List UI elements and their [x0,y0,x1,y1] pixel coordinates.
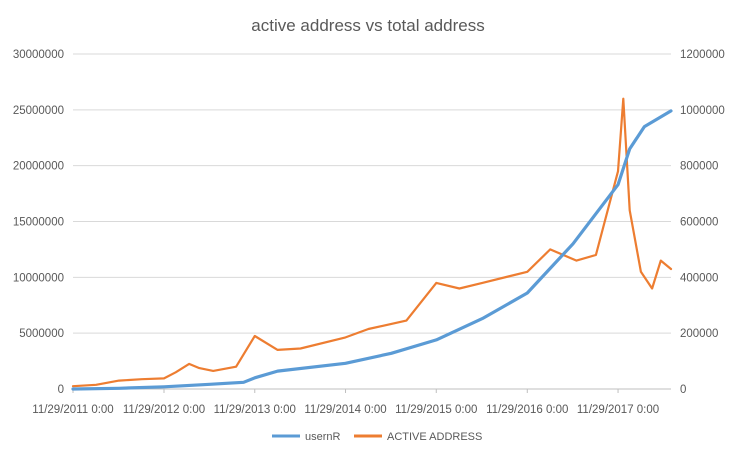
x-tick-label: 11/29/2012 0:00 [123,404,205,416]
y-right-tick-label: 600000 [680,217,718,229]
y-right-tick-label: 400000 [680,272,718,284]
x-tick-label: 11/29/2017 0:00 [577,404,659,416]
y-right-tick-label: 0 [680,384,686,396]
y-left-tick-label: 20000000 [13,161,64,173]
y-axis-left: 0 5000000 10000000 15000000 20000000 25000000… [13,49,64,396]
y-right-tick-label: 1200000 [680,49,725,61]
y-right-tick-label: 800000 [680,161,718,173]
series-line-usernR [71,109,673,391]
legend: usernR ACTIVE ADDRESS [272,431,482,443]
series-line-active-address [71,97,673,388]
y-left-tick-label: 5000000 [19,328,64,340]
x-tick-label: 11/29/2011 0:00 [32,404,113,416]
y-left-tick-label: 10000000 [13,272,64,284]
gridlines [73,53,671,390]
y-left-tick-label: 15000000 [13,217,64,229]
x-tick-label: 11/29/2015 0:00 [395,404,477,416]
y-left-tick-label: 30000000 [13,49,64,61]
series-lines [71,97,673,391]
y-right-tick-label: 1000000 [680,105,725,117]
x-tick-label: 11/29/2016 0:00 [486,404,568,416]
y-left-tick-label: 0 [58,384,64,396]
x-tick-label: 11/29/2013 0:00 [214,404,296,416]
chart-title: active address vs total address [251,16,484,35]
y-left-tick-label: 25000000 [13,105,64,117]
y-axis-right: 0 200000 400000 600000 800000 1000000 1200000 [680,49,725,396]
x-axis: 11/29/2011 0:00 11/29/2012 0:00 11/29/2013… [32,389,659,416]
legend-label: usernR [305,431,341,443]
legend-label: ACTIVE ADDRESS [387,431,482,443]
y-right-tick-label: 200000 [680,328,718,340]
x-tick-label: 11/29/2014 0:00 [304,404,386,416]
